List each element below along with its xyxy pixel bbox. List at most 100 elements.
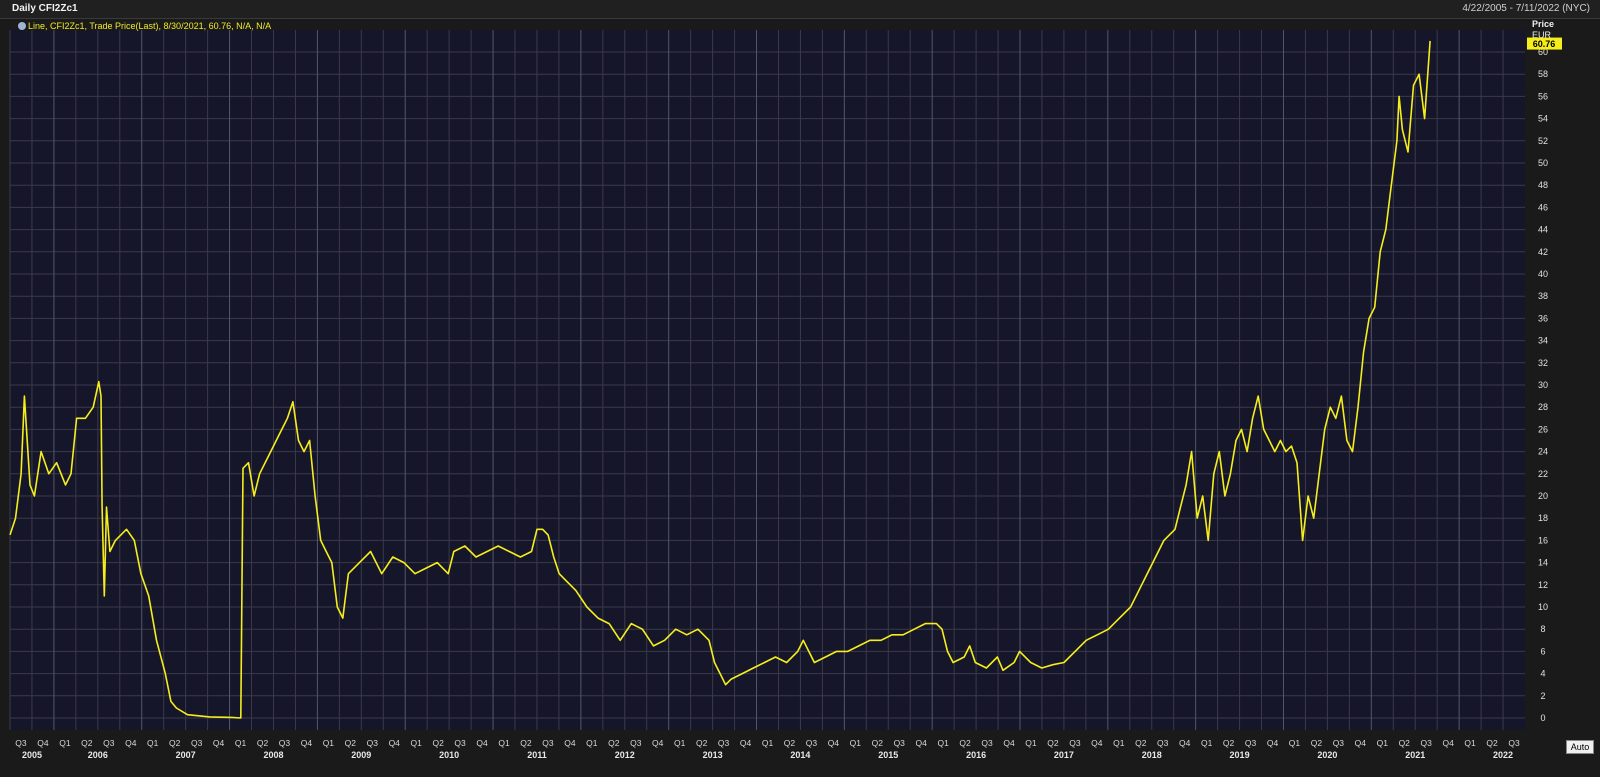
y-tick-label: 60 [1538, 47, 1548, 57]
x-quarter-label: Q3 [894, 738, 906, 748]
x-quarter-label: Q3 [454, 738, 466, 748]
x-year-label: 2008 [263, 750, 283, 760]
x-quarter-label: Q2 [696, 738, 708, 748]
y-tick-label: 18 [1538, 513, 1548, 523]
legend: Line, CFI2Zc1, Trade Price(Last), 8/30/2… [18, 20, 271, 32]
x-quarter-label: Q2 [959, 738, 971, 748]
y-tick-label: 52 [1538, 136, 1548, 146]
chart-title: Daily CFI2Zc1 [12, 3, 78, 14]
last-value-tag [1527, 37, 1562, 50]
series-icon [18, 22, 26, 30]
x-year-label: 2020 [1317, 750, 1337, 760]
x-quarter-label: Q2 [520, 738, 532, 748]
x-quarter-label: Q1 [235, 738, 247, 748]
x-quarter-label: Q3 [1245, 738, 1257, 748]
x-quarter-label: Q1 [586, 738, 598, 748]
y-tick-label: 4 [1540, 669, 1545, 679]
y-tick-label: 28 [1538, 402, 1548, 412]
x-quarter-label: Q4 [1179, 738, 1191, 748]
x-quarter-label: Q1 [1289, 738, 1301, 748]
x-quarter-label: Q3 [981, 738, 993, 748]
y-tick-label: 36 [1538, 313, 1548, 323]
y-tick-label: 14 [1538, 558, 1548, 568]
x-quarter-label: Q3 [630, 738, 642, 748]
y-tick-label: 56 [1538, 91, 1548, 101]
x-year-label: 2011 [527, 750, 547, 760]
x-quarter-label: Q4 [916, 738, 928, 748]
x-quarter-label: Q1 [1377, 738, 1389, 748]
x-quarter-label: Q2 [1047, 738, 1059, 748]
y-tick-label: 54 [1538, 114, 1548, 124]
x-quarter-label: Q1 [59, 738, 71, 748]
y-tick-label: 16 [1538, 535, 1548, 545]
x-quarter-label: Q4 [1091, 738, 1103, 748]
y-tick-label: 48 [1538, 180, 1548, 190]
x-quarter-label: Q3 [1069, 738, 1081, 748]
x-year-label: 2016 [966, 750, 986, 760]
x-quarter-label: Q2 [345, 738, 357, 748]
y-tick-label: 46 [1538, 202, 1548, 212]
last-value-label: 60.76 [1533, 39, 1556, 49]
x-quarter-label: Q1 [850, 738, 862, 748]
y-tick-label: 42 [1538, 247, 1548, 257]
y-tick-label: 20 [1538, 491, 1548, 501]
x-quarter-label: Q3 [718, 738, 730, 748]
x-quarter-label: Q4 [1442, 738, 1454, 748]
x-quarter-label: Q2 [169, 738, 181, 748]
x-quarter-label: Q2 [257, 738, 269, 748]
x-quarter-label: Q4 [37, 738, 49, 748]
y-tick-label: 22 [1538, 469, 1548, 479]
x-quarter-label: Q2 [1399, 738, 1411, 748]
x-quarter-label: Q2 [608, 738, 620, 748]
x-year-label: 2019 [1230, 750, 1250, 760]
x-quarter-label: Q3 [279, 738, 291, 748]
x-quarter-label: Q3 [103, 738, 115, 748]
x-quarter-label: Q4 [301, 738, 313, 748]
x-quarter-label: Q1 [147, 738, 159, 748]
x-quarter-label: Q2 [81, 738, 93, 748]
x-quarter-label: Q3 [15, 738, 27, 748]
x-quarter-label: Q4 [476, 738, 488, 748]
x-year-label: 2010 [439, 750, 459, 760]
x-quarter-label: Q1 [762, 738, 774, 748]
y-tick-label: 0 [1540, 713, 1545, 723]
y-tick-label: 2 [1540, 691, 1545, 701]
x-quarter-label: Q4 [1267, 738, 1279, 748]
x-quarter-label: Q1 [1025, 738, 1037, 748]
x-quarter-label: Q4 [125, 738, 137, 748]
x-quarter-label: Q4 [1003, 738, 1015, 748]
x-quarter-label: Q3 [191, 738, 203, 748]
y-tick-label: 58 [1538, 69, 1548, 79]
x-quarter-label: Q4 [740, 738, 752, 748]
title-bar: Daily CFI2Zc1 4/22/2005 - 7/11/2022 (NYC… [0, 0, 1600, 19]
x-quarter-label: Q4 [828, 738, 840, 748]
y-tick-label: 50 [1538, 158, 1548, 168]
date-range: 4/22/2005 - 7/11/2022 (NYC) [1462, 3, 1590, 14]
x-year-label: 2007 [176, 750, 196, 760]
axis-price-label: Price [1532, 19, 1554, 29]
axis-currency-label: EUR [1532, 30, 1552, 40]
y-tick-label: 30 [1538, 380, 1548, 390]
x-quarter-label: Q2 [1223, 738, 1235, 748]
x-quarter-label: Q4 [213, 738, 225, 748]
y-tick-label: 32 [1538, 358, 1548, 368]
y-tick-label: 12 [1538, 580, 1548, 590]
x-year-label: 2006 [88, 750, 108, 760]
y-tick-label: 24 [1538, 447, 1548, 457]
y-tick-label: 38 [1538, 291, 1548, 301]
price-line [9, 40, 1431, 719]
auto-scale-button[interactable]: Auto [1566, 740, 1594, 754]
x-quarter-label: Q2 [432, 738, 444, 748]
x-year-label: 2009 [351, 750, 371, 760]
y-tick-label: 40 [1538, 269, 1548, 279]
x-year-label: 2012 [615, 750, 635, 760]
x-quarter-label: Q3 [1333, 738, 1345, 748]
x-quarter-label: Q4 [652, 738, 664, 748]
x-quarter-label: Q2 [784, 738, 796, 748]
x-quarter-label: Q1 [1113, 738, 1125, 748]
x-year-label: 2021 [1405, 750, 1425, 760]
y-tick-label: 6 [1540, 646, 1545, 656]
x-year-label: 2013 [703, 750, 723, 760]
